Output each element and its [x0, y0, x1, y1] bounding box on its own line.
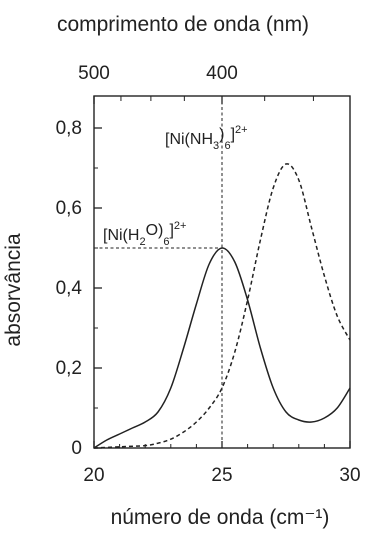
y-tick-label: 0 [71, 438, 82, 459]
series-layer [93, 163, 351, 449]
y-tick-label: 0,2 [56, 358, 82, 379]
bottom-axis-title: número de onda (cm⁻¹) [111, 506, 330, 529]
y-tick-label: 0,6 [56, 198, 82, 219]
label-ni-nh3-6: [Ni(NH3)6]2+ [165, 124, 248, 152]
series-line-ni-h2o6 [93, 247, 351, 449]
ticks-layer: 20253050040030000,20,40,60,8 [56, 63, 361, 486]
x-tick-label: 25 [211, 465, 232, 486]
labels-layer: [Ni(H2O)6]2+ [Ni(NH3)6]2+ [103, 124, 248, 248]
label-ni-h2o6: [Ni(H2O)6]2+ [103, 220, 186, 248]
y-tick-label: 0,8 [56, 118, 82, 139]
top-tick-label: 500 [78, 63, 110, 84]
top-axis-title: comprimento de onda (nm) [57, 13, 309, 36]
guides-layer [94, 96, 223, 448]
y-tick-label: 0,4 [56, 278, 83, 299]
y-axis-title: absorvância [2, 233, 25, 347]
top-tick-label: 400 [206, 63, 238, 84]
x-tick-label: 30 [339, 465, 360, 486]
series-line-ni-nh3-6 [93, 163, 351, 449]
x-tick-label: 20 [83, 465, 104, 486]
